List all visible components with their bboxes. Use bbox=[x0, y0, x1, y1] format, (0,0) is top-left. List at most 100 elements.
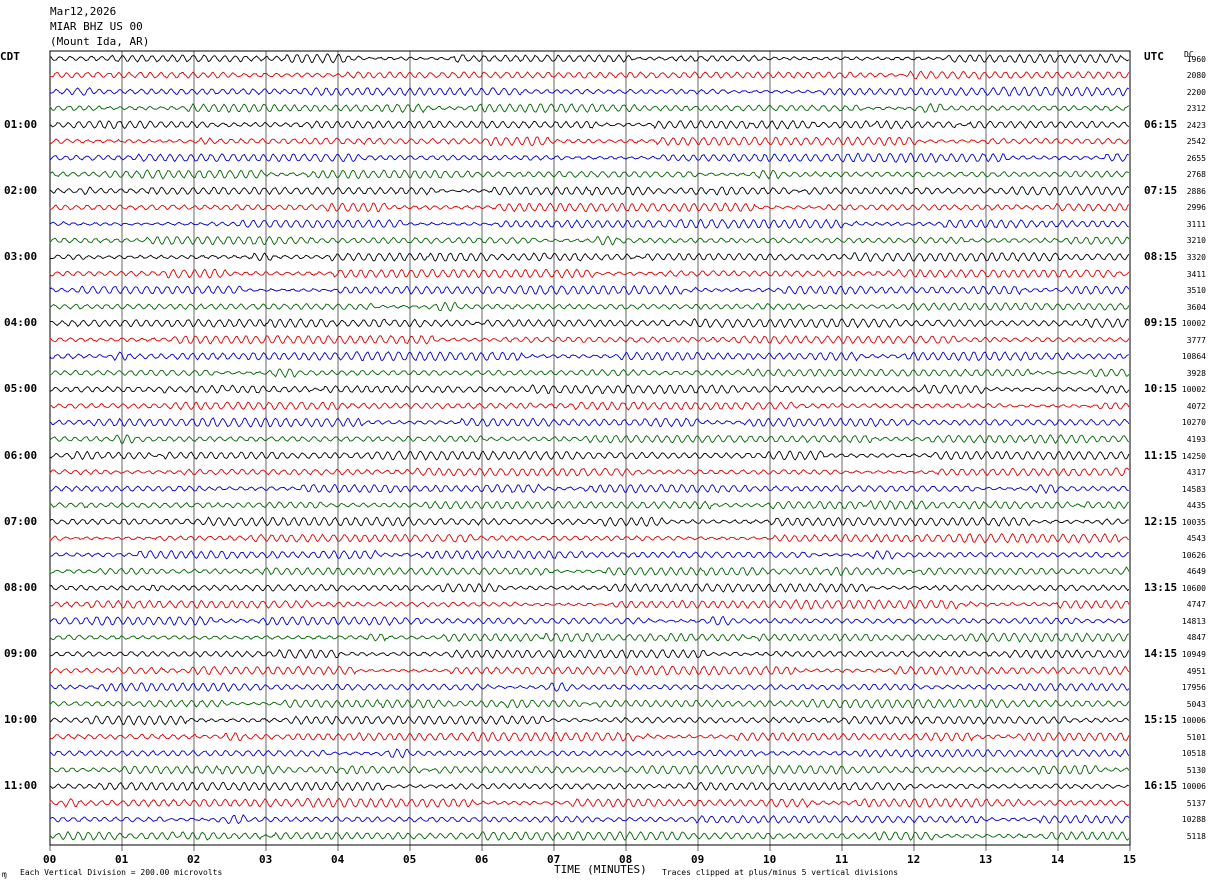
left-timezone-label: CDT bbox=[0, 50, 20, 63]
seismic-trace-47 bbox=[49, 814, 1130, 825]
corner-logo-mark: ɱ bbox=[2, 870, 7, 879]
dc-value-label: 3510 bbox=[1186, 286, 1206, 296]
seismic-trace-31 bbox=[49, 549, 1129, 561]
dc-value-label: 5101 bbox=[1186, 732, 1206, 742]
seismic-trace-25 bbox=[49, 450, 1130, 461]
x-tick-label: 11 bbox=[835, 853, 849, 866]
seismic-trace-38 bbox=[49, 665, 1130, 676]
dc-value-label: 10626 bbox=[1181, 550, 1206, 560]
seismic-trace-6 bbox=[49, 136, 1130, 147]
dc-value-label: 5137 bbox=[1186, 798, 1206, 808]
dc-value-label: 17956 bbox=[1181, 683, 1206, 693]
seismic-trace-10 bbox=[49, 202, 1130, 213]
seismic-trace-43 bbox=[49, 748, 1130, 759]
seismic-trace-30 bbox=[49, 532, 1130, 544]
seismic-trace-23 bbox=[49, 417, 1130, 428]
seismic-trace-16 bbox=[49, 301, 1130, 312]
seismic-trace-17 bbox=[49, 318, 1130, 329]
seismic-trace-39 bbox=[49, 682, 1130, 693]
dc-value-label: 4847 bbox=[1186, 633, 1206, 643]
dc-value-label: 3111 bbox=[1186, 219, 1206, 229]
dc-value-label: 4649 bbox=[1186, 567, 1206, 577]
dc-value-label: 10006 bbox=[1181, 782, 1206, 792]
dc-column-header: DC bbox=[1184, 50, 1194, 59]
x-tick-label: 10 bbox=[763, 853, 777, 866]
dc-value-label: 10035 bbox=[1181, 517, 1206, 527]
dc-value-label: 10006 bbox=[1181, 716, 1206, 726]
seismic-trace-26 bbox=[49, 467, 1130, 477]
dc-value-label: 2542 bbox=[1186, 137, 1206, 147]
x-tick-label: 08 bbox=[619, 853, 633, 866]
seismic-trace-33 bbox=[49, 582, 1130, 593]
seismic-trace-29 bbox=[49, 516, 1129, 527]
dc-value-label: 10002 bbox=[1181, 319, 1206, 329]
right-hour-label: 08:15 bbox=[1144, 250, 1178, 263]
dc-value-label: 4543 bbox=[1186, 534, 1206, 544]
plot-grid bbox=[49, 50, 1131, 851]
seismic-trace-5 bbox=[49, 119, 1130, 130]
seismic-trace-48 bbox=[49, 830, 1130, 841]
dc-value-label: 2768 bbox=[1186, 170, 1206, 180]
dc-value-label: 3604 bbox=[1186, 302, 1206, 312]
dc-value-label: 2080 bbox=[1186, 71, 1206, 81]
station-code: MIAR BHZ US 00 bbox=[50, 20, 143, 33]
right-hour-label: 13:15 bbox=[1144, 580, 1178, 594]
x-tick-label: 14 bbox=[1051, 853, 1065, 866]
x-tick-label: 07 bbox=[547, 853, 561, 866]
dc-value-label: 10518 bbox=[1181, 749, 1206, 759]
seismic-trace-45 bbox=[49, 781, 1130, 792]
seismic-trace-4 bbox=[49, 102, 1130, 114]
seismic-trace-34 bbox=[49, 599, 1130, 610]
seismic-trace-44 bbox=[49, 764, 1130, 776]
scale-note: Each Vertical Division = 200.00 microvol… bbox=[20, 868, 223, 877]
seismic-trace-12 bbox=[49, 235, 1130, 246]
seismic-trace-24 bbox=[49, 434, 1130, 445]
trace-group bbox=[49, 53, 1130, 841]
x-axis-label: TIME (MINUTES) bbox=[554, 863, 647, 876]
seismic-trace-8 bbox=[49, 169, 1130, 180]
seismic-trace-21 bbox=[49, 384, 1130, 395]
right-hour-label: 09:15 bbox=[1144, 316, 1178, 330]
dc-value-label: 10288 bbox=[1181, 815, 1206, 825]
right-hour-label: 07:15 bbox=[1144, 183, 1178, 197]
left-hour-label: 08:00 bbox=[4, 580, 38, 594]
left-hour-label: 01:00 bbox=[4, 117, 38, 131]
x-tick-label: 00 bbox=[43, 853, 57, 866]
right-hour-label: 14:15 bbox=[1144, 647, 1178, 660]
x-tick-label: 09 bbox=[691, 853, 705, 866]
seismic-trace-41 bbox=[49, 715, 1130, 726]
left-hour-label: 11:00 bbox=[4, 779, 38, 793]
seismic-trace-13 bbox=[49, 251, 1130, 263]
dc-value-label: 3210 bbox=[1186, 236, 1206, 246]
seismic-trace-37 bbox=[49, 649, 1130, 659]
dc-value-label: 14583 bbox=[1181, 484, 1206, 494]
station-location: (Mount Ida, AR) bbox=[50, 35, 150, 48]
right-hour-label: 11:15 bbox=[1144, 448, 1178, 462]
seismic-trace-35 bbox=[49, 615, 1130, 626]
x-tick-label: 03 bbox=[259, 853, 273, 866]
seismic-trace-19 bbox=[49, 351, 1129, 362]
seismic-trace-14 bbox=[49, 268, 1130, 279]
dc-value-label: 10864 bbox=[1181, 352, 1206, 362]
dc-value-label: 5130 bbox=[1186, 765, 1206, 775]
x-tick-label: 02 bbox=[187, 853, 201, 866]
x-tick-label: 12 bbox=[907, 853, 921, 866]
dc-value-label: 4435 bbox=[1186, 501, 1206, 511]
right-hour-label: 12:15 bbox=[1144, 514, 1178, 528]
left-hour-label: 03:00 bbox=[4, 250, 38, 263]
plot-date: Mar12,2026 bbox=[50, 5, 117, 18]
left-hour-label: 04:00 bbox=[4, 316, 38, 330]
seismic-trace-9 bbox=[49, 185, 1130, 196]
right-hour-label: 16:15 bbox=[1144, 779, 1178, 793]
seismic-trace-42 bbox=[49, 731, 1130, 743]
dc-value-label: 10949 bbox=[1181, 650, 1206, 659]
right-hour-label: 15:15 bbox=[1144, 713, 1178, 727]
dc-value-label: 4072 bbox=[1186, 401, 1206, 411]
dc-value-label: 3320 bbox=[1186, 253, 1206, 262]
dc-value-label: 3777 bbox=[1186, 335, 1206, 345]
x-tick-label: 13 bbox=[979, 853, 993, 866]
x-tick-label: 01 bbox=[115, 853, 129, 866]
dc-value-label: 2312 bbox=[1186, 104, 1206, 114]
left-hour-label: 09:00 bbox=[4, 647, 38, 660]
